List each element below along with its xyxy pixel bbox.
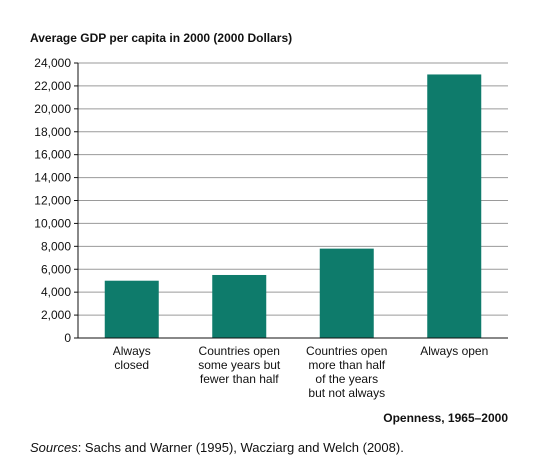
source-note: Sources: Sachs and Warner (1995), Waczia… (30, 440, 404, 455)
source-prefix: Sources (30, 440, 78, 455)
x-axis-title: Openness, 1965–2000 (383, 411, 508, 425)
bar-chart: Average GDP per capita in 2000 (2000 Dol… (30, 31, 508, 425)
y-tick-label: 4,000 (41, 285, 71, 299)
x-category-label: Always closed (113, 344, 151, 372)
y-tick-label: 2,000 (41, 308, 71, 322)
y-axis-title: Average GDP per capita in 2000 (2000 Dol… (30, 31, 292, 45)
bar (212, 274, 267, 338)
y-tick-label: 24,000 (34, 56, 71, 70)
bar (427, 74, 482, 338)
y-tick-label: 8,000 (41, 239, 71, 253)
y-tick-label: 20,000 (34, 102, 71, 116)
x-category-labels: Always closed Countries open some years but… (113, 344, 489, 400)
y-tick-labels: 0 2,000 4,000 6,000 8,000 10,000 12,000 14,000 1… (34, 56, 71, 345)
bar (319, 248, 374, 338)
x-category-label: Always open (420, 344, 488, 358)
y-tick-label: 12,000 (34, 194, 71, 208)
y-tick-label: 14,000 (34, 171, 71, 185)
bars (104, 74, 482, 338)
source-text: : Sachs and Warner (1995), Wacziarg and … (77, 440, 404, 455)
axes (74, 62, 508, 339)
y-tick-label: 6,000 (41, 262, 71, 276)
y-tick-label: 10,000 (34, 216, 71, 230)
y-tick-label: 22,000 (34, 79, 71, 93)
y-tick-label: 16,000 (34, 148, 71, 162)
x-category-label: Countries open some years but fewer than h… (198, 344, 281, 386)
bar (104, 280, 159, 338)
y-tick-label: 0 (64, 331, 71, 345)
y-tick-label: 18,000 (34, 125, 71, 139)
x-category-label: Countries open more than half of the years… (306, 344, 387, 400)
